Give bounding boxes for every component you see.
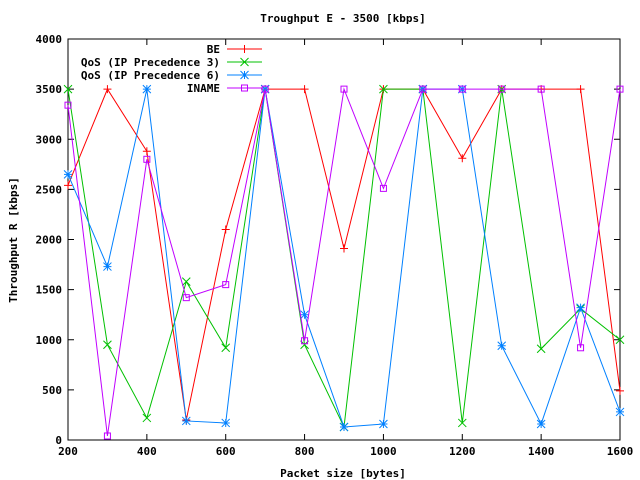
y-tick-label: 0 <box>55 434 62 447</box>
data-point <box>142 413 152 423</box>
data-point <box>339 422 349 432</box>
series-line <box>67 88 621 421</box>
data-point <box>181 416 191 426</box>
data-point <box>340 244 348 253</box>
data-point <box>457 418 467 428</box>
series-line <box>67 88 621 428</box>
data-point <box>142 147 151 156</box>
legend-label: BE <box>207 43 220 56</box>
x-tick-label: 400 <box>137 445 157 458</box>
data-point <box>301 337 309 345</box>
y-tick-label: 3000 <box>36 133 63 146</box>
x-tick-label: 800 <box>295 445 315 458</box>
y-tick-label: 2000 <box>36 234 63 247</box>
data-point <box>616 85 624 93</box>
y-tick-label: 500 <box>42 384 62 397</box>
data-point <box>64 181 72 190</box>
data-point <box>576 85 585 94</box>
legend-marker <box>240 45 249 53</box>
data-point <box>63 169 73 179</box>
data-point <box>536 419 546 429</box>
axis-ticks: 0 500 1000 1500 2000 2500 3000 3500 4000 200 400 60… <box>36 33 634 458</box>
data-point <box>143 155 151 163</box>
data-point <box>300 310 309 320</box>
legend-label: QoS (IP Precedence 3) <box>81 56 220 69</box>
data-point <box>616 386 624 395</box>
data-point <box>340 85 348 93</box>
data-point <box>537 85 545 93</box>
series-0 <box>64 85 624 424</box>
x-axis-label: Packet size [bytes] <box>280 467 406 480</box>
series-3 <box>64 85 624 440</box>
x-tick-label: 1600 <box>607 445 634 458</box>
y-tick-label: 3500 <box>36 83 63 96</box>
data-point <box>221 343 231 353</box>
legend-label: QoS (IP Precedence 6) <box>81 69 220 82</box>
y-axis-label: Throughput R [kbps] <box>7 177 20 303</box>
legend-marker <box>241 84 248 92</box>
data-point <box>300 85 309 94</box>
y-tick-label: 4000 <box>36 33 63 46</box>
plot-area-border <box>67 38 621 441</box>
data-point <box>458 85 466 93</box>
y-tick-label: 1500 <box>36 284 63 297</box>
data-point <box>497 341 507 351</box>
data-point <box>103 340 112 350</box>
series-group <box>63 84 625 440</box>
legend-marker <box>240 57 249 67</box>
data-point <box>142 84 152 94</box>
data-point <box>577 344 585 352</box>
data-point <box>221 418 231 428</box>
data-point <box>419 85 427 93</box>
data-point <box>103 432 111 440</box>
data-point <box>222 281 230 289</box>
x-tick-label: 1000 <box>370 445 397 458</box>
x-tick-label: 1200 <box>449 445 476 458</box>
series-line <box>67 87 621 437</box>
data-point <box>536 344 546 354</box>
chart-title: Troughput E - 3500 [kbps] <box>260 12 426 25</box>
y-tick-label: 1000 <box>36 334 63 347</box>
data-point <box>261 85 269 93</box>
data-point <box>615 407 625 417</box>
data-point <box>615 335 625 345</box>
data-point <box>103 262 112 271</box>
data-point <box>182 294 190 302</box>
data-point <box>103 85 112 94</box>
legend-marker <box>240 70 249 80</box>
data-point <box>63 84 73 94</box>
data-point <box>576 303 585 313</box>
data-point <box>379 419 388 429</box>
data-point <box>458 154 467 163</box>
data-point <box>498 85 506 93</box>
data-point <box>379 184 387 192</box>
x-tick-label: 200 <box>58 445 78 458</box>
legend-label: INAME <box>187 82 220 95</box>
series-2 <box>63 84 625 432</box>
data-point <box>64 101 72 109</box>
series-line <box>67 88 621 429</box>
data-point <box>379 84 388 94</box>
x-tick-label: 600 <box>216 445 236 458</box>
x-tick-label: 1400 <box>528 445 555 458</box>
data-point <box>221 225 230 234</box>
series-1 <box>63 84 625 432</box>
data-point <box>181 277 191 286</box>
y-tick-label: 2500 <box>36 183 63 196</box>
